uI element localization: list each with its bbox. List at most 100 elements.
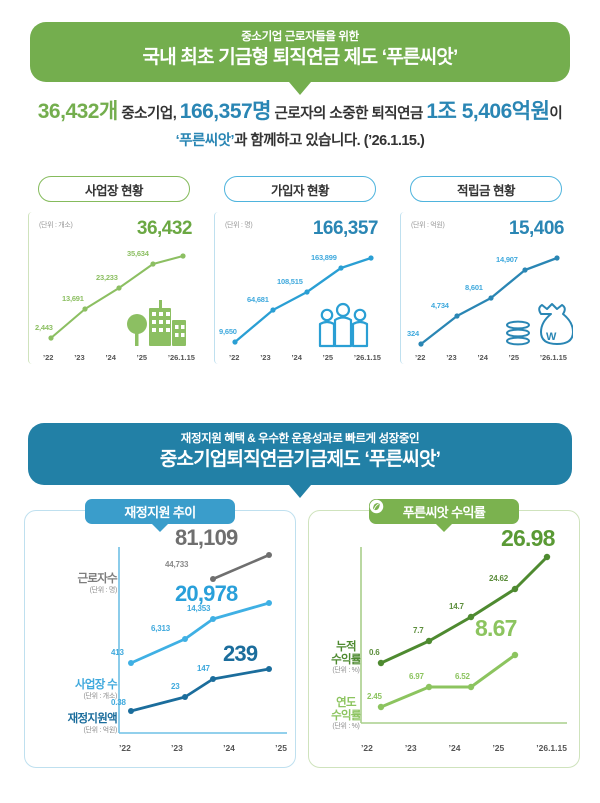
- xtick: ’22: [415, 353, 426, 362]
- mini-chart-hero-reserves: 15,406: [508, 218, 565, 239]
- row-label-annual-return-name2: 수익률: [331, 709, 361, 722]
- mini-chart-panel-reserves: (단위 : 억원) 15,406 W 324: [400, 212, 573, 364]
- mini-card-subscribers: 가입자 현황 (단위 : 명) 166,357 9,650: [214, 176, 386, 366]
- xtick: ’23: [74, 353, 85, 362]
- xtick: ’24: [477, 353, 488, 362]
- svg-text:W: W: [546, 331, 557, 343]
- mini-chart-panel-workplaces: (단위 : 개소) 36,432: [28, 212, 200, 364]
- hero-value-workplaces: 20,978: [175, 581, 238, 606]
- mini-point-label: 9,650: [219, 327, 237, 336]
- xtick: ’24: [223, 743, 235, 753]
- row-label-cumulative-return-unit: (단위 : %): [332, 667, 360, 675]
- lead-brand-name: ‘푸른씨앗’: [175, 133, 235, 150]
- xtick: ’22: [361, 743, 373, 753]
- mini-point-label: 108,515: [277, 277, 303, 286]
- banner-pointer-icon: [289, 485, 311, 498]
- row-label-annual-return-unit: (단위 : %): [332, 723, 360, 731]
- mini-card-title-subscribers: 가입자 현황: [224, 176, 376, 202]
- lead-text-4: 과 함께하고 있습니다. (’26.1.15.): [234, 133, 425, 150]
- tag-pointer-icon: [435, 523, 453, 532]
- mini-point-label: 4,734: [431, 301, 450, 310]
- series-line-annual-return: [379, 653, 517, 709]
- series-line-support-amount: [129, 667, 271, 713]
- card-title-financial-support: 재정지원 추이: [85, 499, 235, 532]
- top-banner-subtitle: 중소기업 근로자들을 위한: [241, 31, 359, 43]
- mini-chart-hero-workplaces: 36,432: [136, 218, 193, 239]
- lead-workers-count: 166,357명: [179, 100, 272, 123]
- point-label-support-amount: 23: [171, 682, 180, 691]
- xtick: ’25: [492, 743, 505, 753]
- top-banner: 중소기업 근로자들을 위한 국내 최초 기금형 퇴직연금 제도 ‘푸른씨앗’: [30, 22, 570, 95]
- mini-point-label: 23,233: [96, 273, 118, 282]
- lead-text-2: 근로자의 소중한 퇴직연금: [271, 106, 427, 122]
- chart-financial-support: 44,733 413 6,313 14,353 0.38 23 147: [111, 547, 287, 734]
- mini-card-title-workplaces: 사업장 현황: [38, 176, 190, 202]
- xtick: ’22: [43, 353, 54, 362]
- leaf-icon: [369, 499, 384, 514]
- money-bag-icon: W: [506, 303, 573, 346]
- xtick: ’26.1.15: [167, 353, 195, 362]
- point-label-workers: 44,733: [165, 560, 189, 569]
- row-label-cumulative-return-name2: 수익률: [331, 653, 361, 666]
- point-label-cumulative-return: 24.62: [489, 574, 509, 583]
- tag-pointer-icon: [151, 523, 169, 532]
- xtick: ’26.1.15: [539, 353, 567, 362]
- mini-xaxis-workplaces: ’22 ’23 ’24 ’25 ’26.1.15: [29, 353, 201, 362]
- mini-point-label: 2,443: [35, 323, 53, 332]
- mini-chart-svg-workplaces: 2,443 13,691 23,233 35,634: [35, 249, 186, 346]
- building-tree-icon: [127, 300, 186, 346]
- point-label-annual-return: 2.45: [367, 692, 383, 701]
- mini-point-label: 14,907: [496, 255, 518, 264]
- xtick: ’22: [229, 353, 240, 362]
- xtick: ’24: [105, 353, 116, 362]
- card-title-text: 푸른씨앗 수익률: [402, 505, 486, 520]
- hero-value-annual-return: 8.67: [475, 615, 517, 641]
- xtick: ’23: [260, 353, 271, 362]
- xtick: ’24: [448, 743, 461, 753]
- mini-chart-hero-subscribers: 166,357: [312, 218, 379, 239]
- mini-card-reserves: 적립금 현황 (단위 : 억원) 15,406 W: [400, 176, 573, 366]
- xtick: ’25: [322, 353, 334, 362]
- point-label-annual-return: 6.52: [455, 672, 471, 681]
- row-label-support-amount: 재정지원액 (단위 : 억원): [31, 713, 118, 734]
- xtick: ’23: [404, 743, 417, 753]
- mini-chart-panel-subscribers: (단위 : 명) 166,357 9,650 64,681: [214, 212, 386, 364]
- xtick: ’26.1.15: [353, 353, 381, 362]
- mini-card-title-reserves: 적립금 현황: [410, 176, 562, 202]
- mini-point-label: 8,601: [465, 283, 483, 292]
- xtick: ’24: [291, 353, 302, 362]
- point-label-cumulative-return: 14.7: [449, 602, 465, 611]
- mini-point-label: 163,899: [311, 253, 337, 262]
- mini-point-label: 35,634: [127, 249, 150, 258]
- chart-return-rate: 0.6 7.7 14.7 24.62 2.45 6.97 6.52: [360, 547, 567, 724]
- hero-value-workers: 81,109: [175, 525, 238, 550]
- row-label-annual-return-name1: 연도: [336, 697, 356, 709]
- point-label-workplaces: 413: [111, 648, 124, 657]
- row-label-annual-return: 연도 수익률 (단위 : %): [315, 697, 377, 731]
- xtick: ’25: [508, 353, 520, 362]
- card-title-text: 재정지원 추이: [124, 505, 196, 520]
- row-label-support-amount-unit: (단위 : 억원): [83, 726, 117, 734]
- row-label-workers: 근로자수 (단위 : 명): [31, 573, 117, 594]
- xtick: ’23: [171, 743, 183, 753]
- point-label-workplaces: 14,353: [187, 604, 211, 613]
- series-line-workplaces: [129, 601, 271, 665]
- point-label-cumulative-return: 7.7: [413, 626, 424, 635]
- lead-paragraph: 36,432개 중소기업, 166,357명 근로자의 소중한 퇴직연금 1조 …: [0, 97, 600, 152]
- hero-value-cumulative-return: 26.98: [501, 525, 555, 551]
- row-label-workplaces: 사업장 수 (단위 : 개소): [31, 679, 118, 700]
- bottom-banner-title: 중소기업퇴직연금기금제도 ‘푸른씨앗’: [159, 448, 441, 470]
- lead-text-3: 이: [549, 106, 563, 122]
- mini-point-label: 64,681: [247, 295, 269, 304]
- card-financial-support: 재정지원 추이 근로자수 (단위 : 명) 사업장 수 (단위 : 개소) 재정…: [24, 499, 296, 768]
- xtick: ’23: [446, 353, 457, 362]
- card-title-return-rate: 푸른씨앗 수익률: [369, 499, 519, 532]
- mini-card-workplaces: 사업장 현황 (단위 : 개소) 36,432: [28, 176, 200, 366]
- lead-companies-count: 36,432개: [37, 100, 119, 123]
- mini-point-label: 13,691: [62, 294, 84, 303]
- card-return-rate: 푸른씨앗 수익률 누적 수익률 (단위 : %) 연도 수익률 (단위 : %)…: [308, 499, 580, 768]
- bottom-banner-subtitle: 재정지원 혜택 & 우수한 운용성과로 빠르게 성장중인: [180, 433, 420, 445]
- mini-xaxis-subscribers: ’22 ’23 ’24 ’25 ’26.1.15: [215, 353, 387, 362]
- point-label-support-amount: 0.38: [111, 698, 127, 707]
- top-banner-title: 국내 최초 기금형 퇴직연금 제도 ‘푸른씨앗’: [142, 46, 459, 68]
